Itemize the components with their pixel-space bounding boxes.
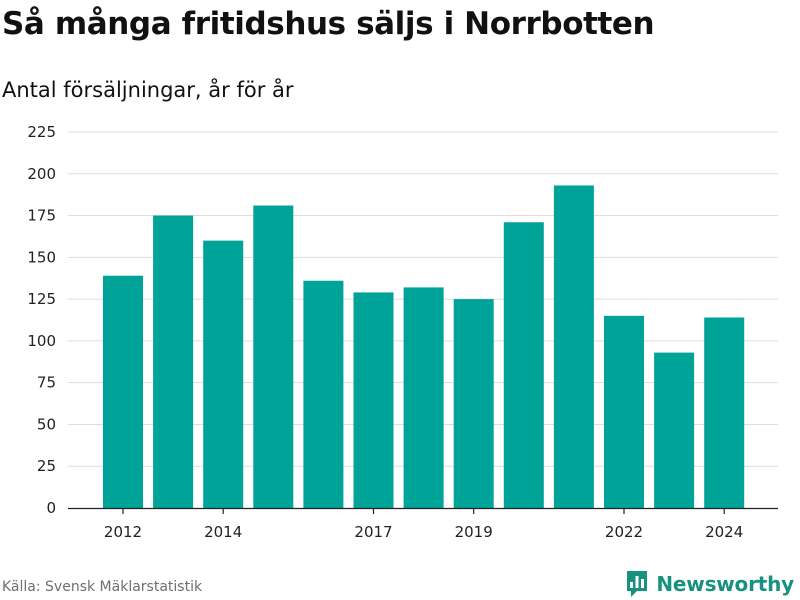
y-tick-label: 50 <box>37 415 56 433</box>
bar[interactable] <box>303 280 344 508</box>
bar[interactable] <box>153 215 194 509</box>
bar-chart: 0 25 50 75 100 125 150 175 200 225 2012 2014 2017 201… <box>27 123 778 541</box>
y-tick-label: 25 <box>37 457 56 475</box>
y-tick-label: 75 <box>37 374 56 392</box>
y-tick-label: 125 <box>27 290 56 308</box>
y-tick-label: 0 <box>46 499 56 517</box>
bar[interactable] <box>353 292 394 508</box>
x-tick-label: 2024 <box>705 523 743 541</box>
bar[interactable] <box>403 287 444 508</box>
x-tick-label: 2012 <box>104 523 142 541</box>
x-tick-label: 2017 <box>354 523 392 541</box>
brand-name: Newsworthy <box>656 572 794 596</box>
bar[interactable] <box>654 352 695 508</box>
bar[interactable] <box>704 317 745 508</box>
bar[interactable] <box>203 240 244 508</box>
x-tick-label: 2019 <box>455 523 493 541</box>
bar-chart-logo-icon <box>627 571 648 597</box>
x-tick-label: 2022 <box>605 523 643 541</box>
x-tick-label: 2014 <box>204 523 242 541</box>
chart-title: Så många fritidshus säljs i Norrbotten <box>2 6 655 42</box>
bar[interactable] <box>604 315 644 508</box>
y-tick-label: 200 <box>27 165 56 183</box>
bar[interactable] <box>553 185 594 508</box>
bar[interactable] <box>253 205 294 509</box>
y-tick-label: 175 <box>27 207 56 225</box>
chart-subtitle: Antal försäljningar, år för år <box>2 78 294 102</box>
brand-logo[interactable]: Newsworthy <box>625 569 794 599</box>
bar-series <box>103 185 745 509</box>
axes: 0 25 50 75 100 125 150 175 200 225 2012 2014 2017 201… <box>27 123 778 541</box>
bar[interactable] <box>453 299 494 508</box>
y-tick-label: 100 <box>27 332 56 350</box>
y-tick-label: 225 <box>27 123 56 141</box>
y-tick-label: 150 <box>27 248 56 266</box>
bar[interactable] <box>103 275 143 508</box>
bar[interactable] <box>503 222 544 509</box>
source-note: Källa: Svensk Mäklarstatistik <box>2 579 203 595</box>
